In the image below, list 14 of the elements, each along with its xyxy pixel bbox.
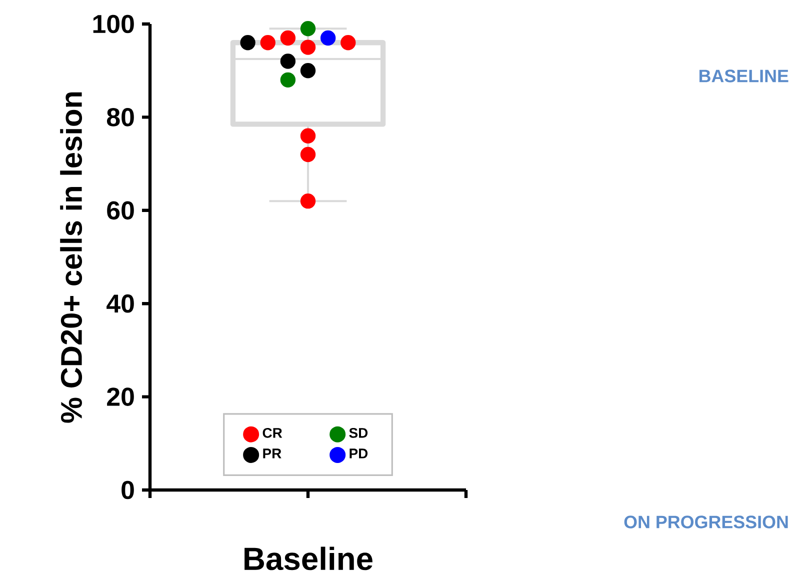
legend-label: PR xyxy=(263,448,282,458)
legend-label: PD xyxy=(350,448,368,458)
y-tick-label: 40 xyxy=(106,294,134,313)
y-tick-label: 80 xyxy=(106,108,134,126)
y-axis-title: % CD20+ cells in lesion xyxy=(60,92,82,423)
y-tick-label: 100 xyxy=(93,14,134,34)
text: ON PROGRESSION xyxy=(624,516,788,528)
y-tick-label: 0 xyxy=(122,480,134,500)
text: BASELINE xyxy=(699,70,788,82)
legend-label: CR xyxy=(262,428,282,438)
y-tick-label: 20 xyxy=(107,388,134,406)
x-axis-title: Baseline xyxy=(244,546,372,570)
y-tick-label: 60 xyxy=(107,201,134,220)
legend-label: SD xyxy=(349,428,368,438)
